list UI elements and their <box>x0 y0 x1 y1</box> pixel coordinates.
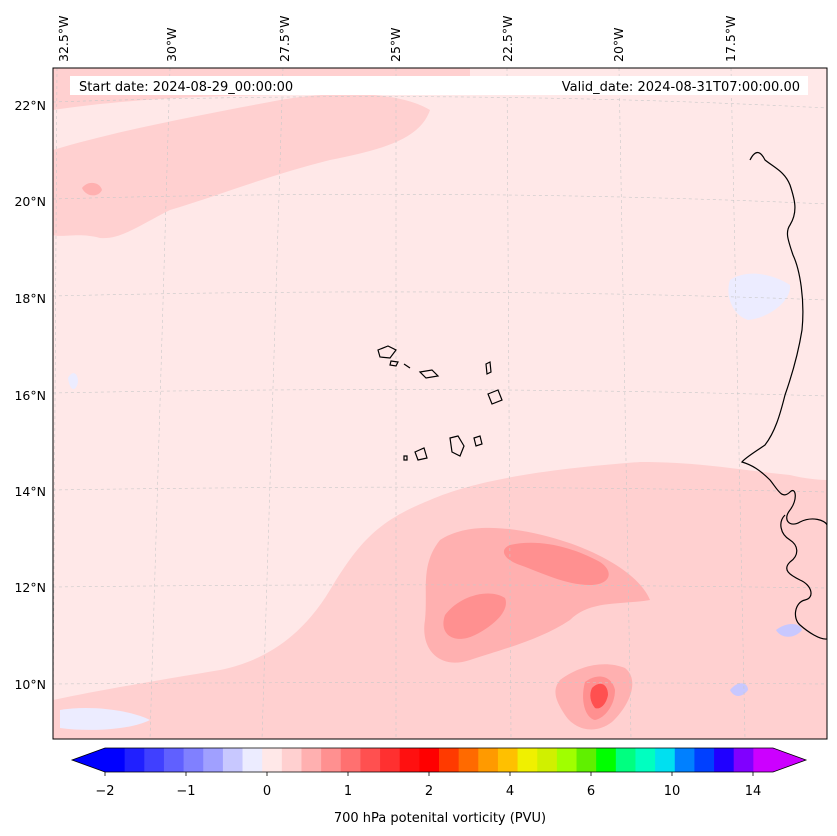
colorbar-swatch <box>124 748 145 772</box>
latitude-tick-labels: 22°N 20°N 18°N 16°N 14°N 12°N 10°N <box>14 98 46 692</box>
colorbar-swatch <box>517 748 538 772</box>
colorbar-swatch <box>222 748 244 772</box>
colorbar-swatch <box>497 748 519 772</box>
colorbar-swatch <box>399 748 420 772</box>
colorbar-swatch <box>596 748 617 772</box>
lon-tick-label: 17.5°W <box>723 16 738 62</box>
colorbar-swatch <box>635 748 656 772</box>
pv-contour-north-spot <box>82 182 102 196</box>
colorbar-tick-label: 1 <box>344 784 352 799</box>
colorbar-tick-label: 14 <box>745 784 762 799</box>
longitude-tick-labels: 32.5°W 30°W 27.5°W 25°W 22.5°W 20°W 17.5… <box>56 16 738 62</box>
colorbar-swatch <box>478 748 499 772</box>
colorbar-swatch <box>321 748 342 772</box>
colorbar-tick-label: 2 <box>425 784 433 799</box>
lat-tick-label: 16°N <box>14 388 46 403</box>
lon-tick-label: 20°W <box>611 27 626 62</box>
colorbar-swatch <box>733 748 754 772</box>
colorbar-tick-label: −1 <box>176 784 195 799</box>
map-panel <box>53 68 827 739</box>
valid-date-label: Valid_date: 2024-08-31T07:00:00.00 <box>562 80 800 95</box>
colorbar-swatch <box>144 748 165 772</box>
pv-contour-south-strong-1 <box>503 542 609 585</box>
colorbar-tick-label: −2 <box>95 784 114 799</box>
pv-contour-north-band <box>53 94 430 239</box>
colorbar-tick-label: 6 <box>587 784 595 799</box>
colorbar-tick-label: 4 <box>506 784 514 799</box>
colorbar-label: 700 hPa potenital vorticity (PVU) <box>334 811 546 826</box>
colorbar-extend-high <box>773 748 806 772</box>
map-frame <box>52 67 828 740</box>
colorbar-swatch <box>576 748 597 772</box>
colorbar-swatch <box>340 748 361 772</box>
lat-tick-label: 22°N <box>14 98 46 113</box>
pv-contour-max <box>590 683 608 709</box>
lat-tick-label: 12°N <box>14 580 46 595</box>
pv-negative-patch-5 <box>60 708 150 730</box>
colorbar-swatch <box>556 748 578 772</box>
lon-tick-label: 25°W <box>388 27 403 62</box>
lon-tick-label: 22.5°W <box>500 16 515 62</box>
colorbar-swatch <box>458 748 479 772</box>
colorbar-swatch <box>674 748 695 772</box>
colorbar-swatch <box>694 748 715 772</box>
pv-negative-patch-1 <box>728 273 791 320</box>
pv-contour-south-strong-2 <box>443 593 506 639</box>
cape-verde-islands <box>377 345 503 461</box>
pv-negative-patch-2 <box>68 373 78 390</box>
colorbar-swatch <box>439 748 460 772</box>
colorbar-swatch <box>537 748 558 772</box>
info-banner-box <box>70 76 808 95</box>
colorbar-swatch <box>419 748 440 772</box>
lat-tick-label: 18°N <box>14 291 46 306</box>
colorbar-swatch <box>105 748 126 772</box>
colorbar-swatch <box>655 748 676 772</box>
colorbar-swatch <box>301 748 322 772</box>
colorbar-swatch <box>615 748 636 772</box>
colorbar-swatch <box>183 748 204 772</box>
lon-tick-label: 27.5°W <box>277 16 292 62</box>
colorbar-swatch <box>163 748 185 772</box>
colorbar-tick-labels: −2 −1 0 1 2 4 6 10 14 <box>95 784 761 799</box>
graticule <box>53 68 827 739</box>
lat-tick-label: 14°N <box>14 484 46 499</box>
colorbar-swatch <box>203 748 224 772</box>
colorbar <box>70 747 808 776</box>
colorbar-swatch <box>281 748 302 772</box>
start-date-label: Start date: 2024-08-29_00:00:00 <box>79 80 293 95</box>
colorbar-swatch <box>242 748 263 772</box>
lon-tick-label: 32.5°W <box>56 16 71 62</box>
lat-tick-label: 10°N <box>14 677 46 692</box>
pv-negative-patch-3 <box>776 624 802 637</box>
colorbar-tick-label: 10 <box>664 784 681 799</box>
coastline <box>741 151 827 640</box>
colorbar-swatch <box>714 748 735 772</box>
pv-negative-patch-4 <box>730 683 748 696</box>
colorbar-swatch <box>380 748 401 772</box>
colorbar-swatch <box>262 748 283 772</box>
lon-tick-label: 30°W <box>164 27 179 62</box>
colorbar-tick-label: 0 <box>263 784 271 799</box>
colorbar-swatch <box>360 748 381 772</box>
lat-tick-label: 20°N <box>14 194 46 209</box>
colorbar-extend-low <box>72 748 105 772</box>
colorbar-swatch <box>753 748 774 772</box>
